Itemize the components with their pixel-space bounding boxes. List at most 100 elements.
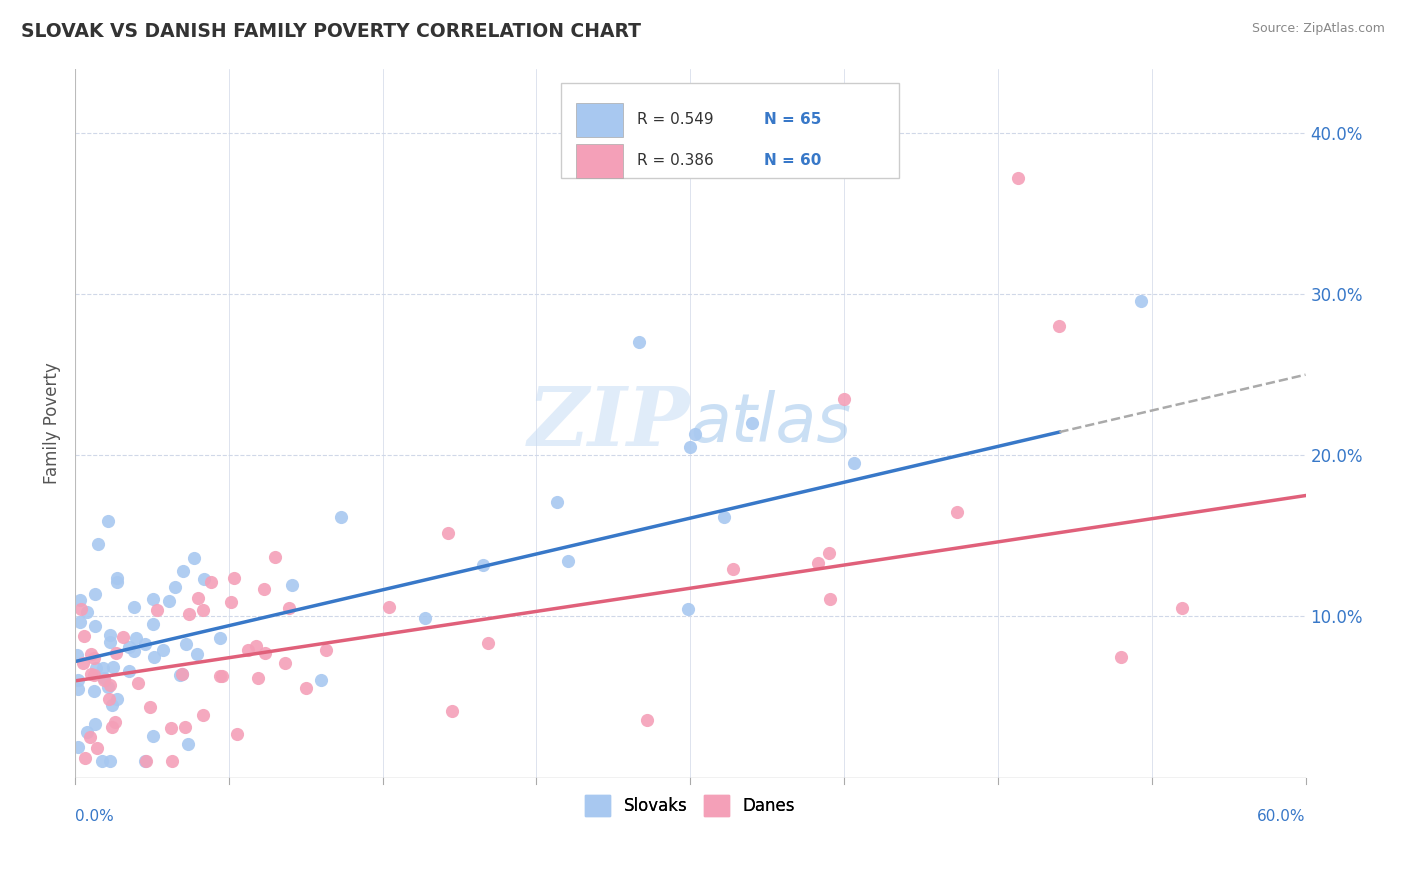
Point (311, 673, 333, 687)
Text: R = 0.549: R = 0.549 (637, 112, 714, 128)
Point (263, 550, 285, 565)
Point (169, 668, 191, 682)
Point (741, 416, 763, 430)
Point (98, 755, 121, 769)
Point (193, 572, 215, 586)
Point (87, 537, 110, 551)
Point (676, 602, 699, 616)
Point (679, 440, 702, 454)
Point (142, 617, 165, 632)
Point (281, 578, 304, 592)
Point (187, 591, 209, 606)
Point (134, 755, 156, 769)
Point (176, 737, 198, 751)
Point (817, 546, 839, 560)
Point (101, 698, 124, 712)
Point (72, 656, 94, 670)
Point (83, 651, 105, 665)
Point (159, 722, 181, 736)
Point (111, 630, 134, 644)
Point (105, 575, 128, 590)
Point (1007, 171, 1029, 186)
FancyBboxPatch shape (561, 83, 900, 178)
Point (226, 727, 249, 741)
Point (98, 635, 121, 649)
Text: N = 65: N = 65 (763, 112, 821, 128)
Point (254, 646, 277, 660)
Point (101, 720, 124, 734)
Point (183, 551, 205, 566)
Point (713, 510, 735, 524)
Y-axis label: Family Poverty: Family Poverty (44, 362, 60, 484)
Text: SLOVAK VS DANISH FAMILY POVERTY CORRELATION CHART: SLOVAK VS DANISH FAMILY POVERTY CORRELAT… (21, 22, 641, 41)
Point (165, 581, 187, 595)
Point (157, 594, 180, 608)
Point (557, 554, 579, 568)
Point (105, 571, 128, 585)
Point (79, 667, 101, 681)
Point (253, 582, 276, 596)
Point (1047, 319, 1070, 334)
Point (174, 637, 197, 651)
Point (723, 562, 745, 576)
Point (685, 426, 707, 441)
Point (546, 495, 568, 509)
Point (122, 599, 145, 614)
Point (118, 640, 141, 654)
Point (98, 628, 121, 642)
Point (277, 600, 299, 615)
Point (627, 335, 650, 350)
Point (1130, 293, 1153, 308)
Bar (576, 103, 623, 137)
Point (177, 607, 200, 621)
Point (295, 681, 318, 696)
Legend: Slovaks, Danes: Slovaks, Danes (579, 789, 801, 822)
Point (818, 591, 841, 606)
Point (472, 558, 495, 573)
Point (170, 666, 193, 681)
Point (807, 556, 830, 570)
Point (413, 611, 436, 625)
Point (273, 657, 295, 671)
Text: Source: ZipAtlas.com: Source: ZipAtlas.com (1251, 22, 1385, 36)
Point (83, 668, 105, 682)
Point (66, 740, 89, 755)
Point (162, 755, 184, 769)
Point (200, 574, 222, 589)
Point (222, 571, 245, 585)
Point (238, 643, 260, 657)
Point (142, 729, 165, 743)
Text: atlas: atlas (690, 390, 852, 456)
Point (93, 673, 115, 687)
Point (100, 678, 122, 692)
Point (172, 564, 194, 578)
Point (83, 684, 105, 698)
Point (146, 603, 169, 617)
Point (142, 650, 165, 665)
Point (93, 671, 115, 685)
Point (142, 592, 165, 607)
Point (118, 665, 141, 679)
Point (946, 505, 969, 519)
Point (105, 692, 128, 706)
Point (152, 642, 174, 657)
Point (105, 646, 128, 660)
Point (191, 707, 214, 722)
Text: N = 60: N = 60 (763, 153, 821, 169)
Point (66, 682, 89, 697)
Point (191, 603, 214, 617)
Text: 0.0%: 0.0% (75, 809, 114, 824)
Point (170, 666, 193, 681)
Point (186, 647, 208, 661)
Point (211, 669, 233, 683)
Point (832, 392, 855, 406)
Point (83, 619, 105, 633)
Bar (576, 144, 623, 178)
Point (219, 595, 242, 609)
Point (315, 643, 337, 657)
Point (97, 514, 120, 528)
Point (66, 648, 89, 662)
Point (79, 647, 101, 661)
Point (1109, 649, 1132, 664)
Point (84, 717, 107, 731)
